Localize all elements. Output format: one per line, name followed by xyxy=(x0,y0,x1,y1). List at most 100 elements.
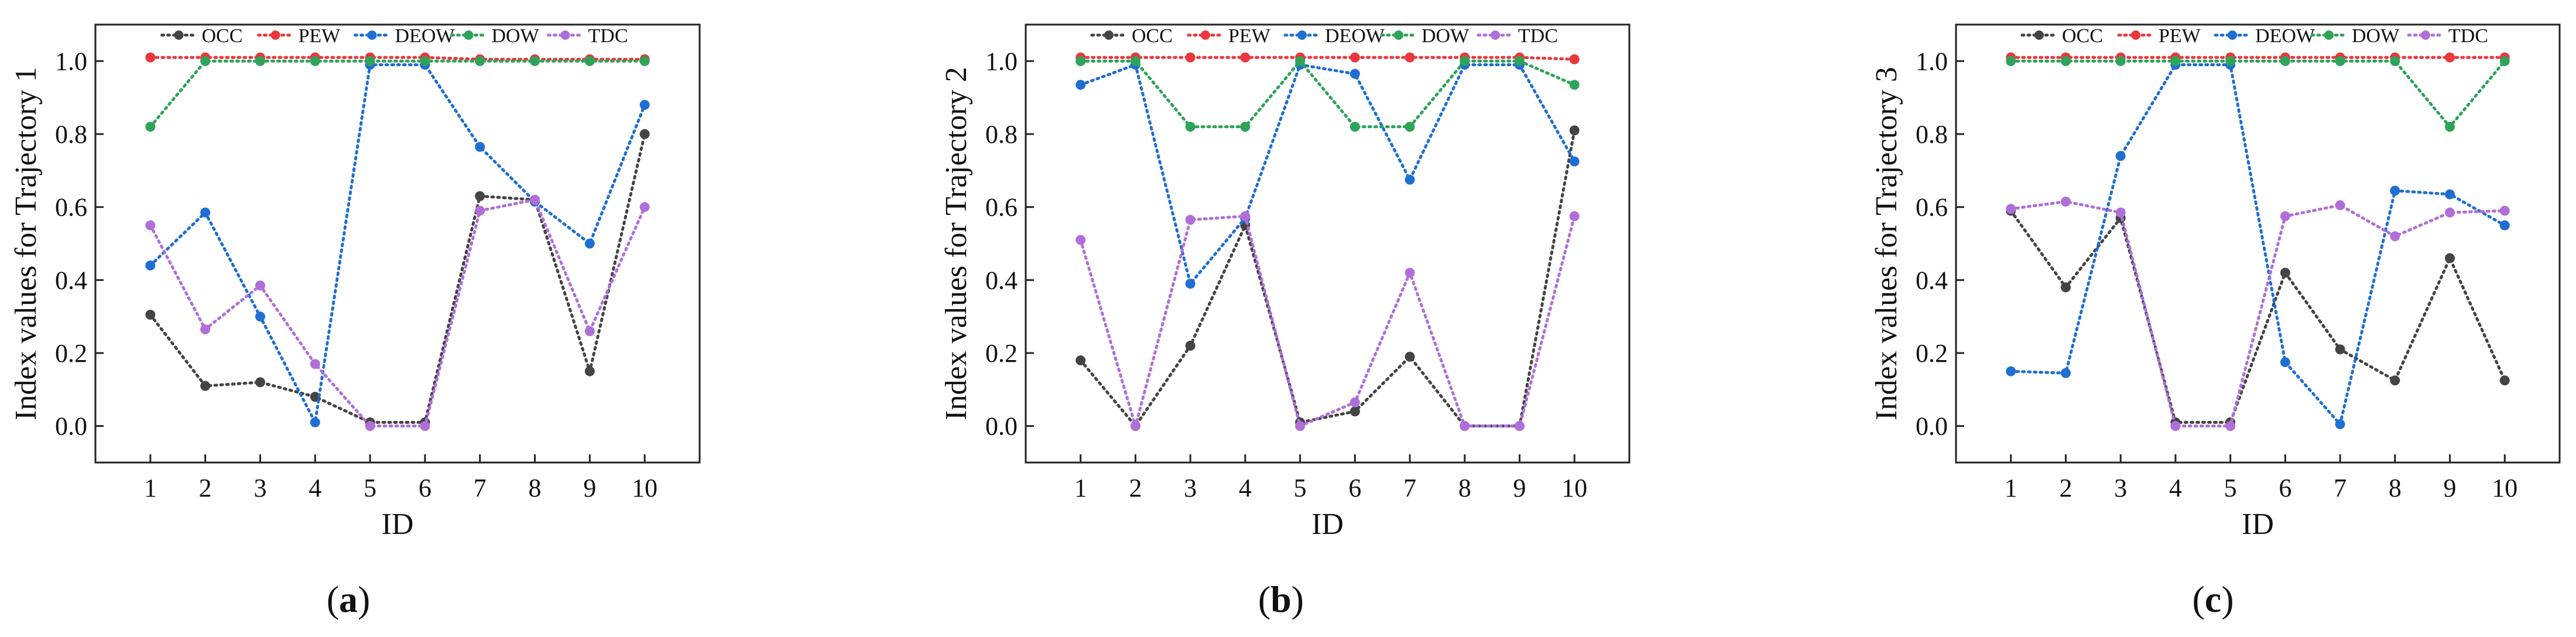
chart-panel-b: 0.0 0.2 0.4 0.6 0.8 1.0 1 2 3 4 5 6 7 8 9 10 ID Index val… xyxy=(940,23,1630,541)
series-line-occ xyxy=(1079,129,1576,429)
legend-swatch-marker xyxy=(1491,30,1500,40)
x-tick-label: 2 xyxy=(199,474,212,502)
legend-label: DEOW xyxy=(1325,25,1385,47)
x-tick-label: 6 xyxy=(419,474,431,502)
chart-panel-a: 0.0 0.2 0.4 0.6 0.8 1.0 1 2 3 4 5 6 7 8 9 10 ID Index val… xyxy=(9,23,701,541)
x-tick-label: 2 xyxy=(1129,474,1142,502)
data-point xyxy=(1569,54,1580,64)
data-point xyxy=(1295,56,1306,66)
legend-swatch-marker xyxy=(1201,30,1210,40)
data-point xyxy=(200,381,211,391)
data-point xyxy=(2006,56,2016,66)
plot-frame xyxy=(1025,23,1630,464)
legend-swatch-marker xyxy=(174,30,184,40)
data-point xyxy=(1349,397,1360,407)
x-tick-label: 5 xyxy=(1294,474,1307,502)
data-point xyxy=(2170,421,2181,431)
legend-label: DEOW xyxy=(395,25,455,47)
chart-panel-c: 0.0 0.2 0.4 0.6 0.8 1.0 1 2 3 4 5 6 7 8 9 10 ID Index val… xyxy=(1870,23,2561,541)
data-point xyxy=(639,100,650,110)
data-point xyxy=(145,220,156,231)
data-point xyxy=(1240,211,1251,221)
series-line-deow xyxy=(2009,63,2506,427)
data-point xyxy=(2390,375,2400,386)
y-tick-label: 0.8 xyxy=(55,120,87,149)
data-point xyxy=(2115,207,2126,218)
legend-label: DOW xyxy=(2352,25,2400,47)
data-point xyxy=(2335,56,2345,66)
data-point xyxy=(475,56,485,66)
data-point xyxy=(1515,56,1525,66)
y-tick-label: 0.2 xyxy=(55,339,87,368)
series-line-tdc xyxy=(149,198,646,428)
y-tick-label: 0.4 xyxy=(1916,266,1948,294)
series-line-tdc xyxy=(2009,200,2506,428)
legend-label: OCC xyxy=(2062,25,2103,47)
data-point xyxy=(365,421,375,431)
data-point xyxy=(255,377,265,388)
data-point xyxy=(1130,56,1140,66)
data-point xyxy=(2225,56,2236,66)
data-point xyxy=(2280,357,2290,368)
data-point xyxy=(1185,122,1195,132)
legend-swatch-marker xyxy=(270,30,280,40)
data-point xyxy=(1185,52,1195,63)
data-point xyxy=(2499,220,2510,231)
x-tick-label: 3 xyxy=(1184,474,1197,502)
legend-swatch-marker xyxy=(2034,30,2044,40)
data-point xyxy=(1349,52,1360,63)
x-tick-label: 8 xyxy=(1458,474,1471,502)
data-point xyxy=(2115,150,2126,161)
data-point xyxy=(2280,56,2290,66)
data-point xyxy=(2006,366,2016,376)
legend-label: PEW xyxy=(299,25,341,47)
data-point xyxy=(1185,279,1195,289)
legend-swatch-marker xyxy=(2228,30,2237,40)
data-point xyxy=(530,56,540,66)
data-point xyxy=(145,52,156,63)
data-point xyxy=(639,129,650,139)
legend-label: PEW xyxy=(1228,25,1271,47)
legend-swatch-marker xyxy=(367,30,377,40)
data-point xyxy=(2499,206,2510,216)
y-tick-label: 0.4 xyxy=(985,266,1018,294)
data-point xyxy=(1405,52,1415,63)
data-point xyxy=(2499,375,2510,386)
x-tick-label: 1 xyxy=(2005,474,2017,502)
legend-label: OCC xyxy=(1132,25,1173,47)
data-point xyxy=(420,56,430,66)
x-tick-label: 5 xyxy=(2224,474,2237,502)
data-point xyxy=(2115,56,2126,66)
data-point xyxy=(1130,421,1140,431)
data-point xyxy=(1569,80,1580,90)
x-tick-label: 7 xyxy=(2334,474,2347,502)
data-point xyxy=(255,280,265,291)
legend-label: DOW xyxy=(1421,25,1469,47)
x-tick-label: 2 xyxy=(2059,474,2072,502)
x-tick-label: 7 xyxy=(1403,474,1416,502)
data-point xyxy=(475,142,485,152)
series-line-dow xyxy=(1079,59,1576,129)
legend-label: TDC xyxy=(1518,25,1558,47)
legend-label: TDC xyxy=(588,25,628,47)
data-point xyxy=(1349,122,1360,132)
data-point xyxy=(2280,211,2290,221)
data-point xyxy=(1460,56,1470,66)
caption-b: (b) xyxy=(1258,578,1304,620)
data-point xyxy=(2445,189,2455,200)
series-dow xyxy=(145,56,650,132)
legend-swatch-marker xyxy=(1297,30,1307,40)
data-point xyxy=(1185,214,1195,225)
y-tick-label: 0.0 xyxy=(55,412,87,441)
data-point xyxy=(2335,344,2345,355)
data-point xyxy=(639,56,650,66)
y-axis-label: Index values for Trajectory 3 xyxy=(1870,67,1903,420)
plot-frame xyxy=(1955,23,2561,464)
y-tick-label: 1.0 xyxy=(985,47,1018,76)
legend-swatch-marker xyxy=(2421,30,2430,40)
data-point xyxy=(584,56,595,66)
x-tick-label: 9 xyxy=(2444,474,2457,502)
x-tick-label: 10 xyxy=(2492,474,2517,502)
data-point xyxy=(2060,56,2071,66)
